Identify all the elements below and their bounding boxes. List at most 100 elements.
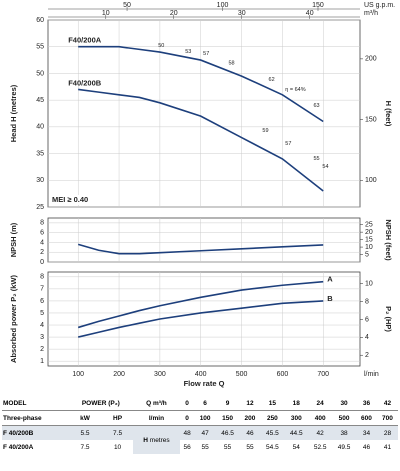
y-tick-label: 3 [40,334,44,341]
cell: 400 [308,410,333,426]
y2-axis-title: NPSH (feet) [384,219,393,261]
cell: 46 [362,443,371,451]
cell-text: Q [146,399,152,407]
y-tick-label: 30 [36,177,44,184]
cell: kW [68,410,102,426]
annotation-box [49,195,89,205]
y-tick-label: 0 [40,259,44,266]
cell: 55 [201,443,209,451]
cell: 41 [383,443,392,451]
plot-area [47,217,361,263]
efficiency-label: 50 [158,43,164,49]
y-tick-label: 4 [40,322,44,329]
y-axis-title: Absorbed power P₂ (kW) [9,275,18,363]
y-tick-label: 8 [40,274,44,281]
curve [78,88,324,192]
cell: 5.5 [68,425,102,440]
y-tick-label: 1 [40,358,44,365]
cell: MODEL [2,396,69,411]
efficiency-label: 57 [285,141,291,147]
x-tick-label: 100 [72,371,84,378]
efficiency-label: η = 64% [285,87,305,93]
cell: 200 [239,410,261,426]
efficiency-label: 55 [313,156,319,162]
table-row: F 40/200A 7.5 10 56 55 55 55 54.5 54 52.5 49.5 46 41 [2,440,398,454]
cell: 300 [284,410,309,426]
table-head: MODEL POWER (P₂) Q m³/h 0 6 9 12 15 18 24 30 36 4… [2,396,398,411]
y2-tick-label: 6 [365,316,369,323]
series-label: F40/200A [68,36,102,45]
cell: 42 [308,425,333,440]
top-tick-label: 40 [306,10,314,17]
efficiency-label: 62 [269,77,275,83]
x-tick-label: 700 [317,371,329,378]
cell-text: metres [149,436,170,444]
x-tick-label: 200 [113,371,125,378]
cell: 46 [239,425,261,440]
y-tick-label: 4 [40,239,44,246]
cell: 48 [179,425,195,440]
y2-tick-label: 15 [365,236,373,243]
y2-tick-label: 10 [365,244,373,251]
cell: 700 [376,410,398,426]
y-tick-label: 25 [36,204,44,211]
cell: Three-phase [2,410,69,426]
cell: 46.5 [215,425,240,440]
cell: 52.5 [313,443,327,451]
cell: F 40/200A [3,443,34,451]
cell: 47 [194,425,216,440]
cell: 45.5 [260,425,285,440]
y-tick-label: 40 [36,124,44,131]
y-axis-title: Head H (metres) [9,84,18,142]
annotation: MEI ≥ 0.40 [52,195,88,204]
y-tick-label: 6 [40,230,44,237]
plot-area [47,19,361,208]
y-tick-label: 5 [40,310,44,317]
efficiency-label: 57 [203,51,209,57]
top-tick-label: 50 [123,2,131,9]
cell: H metres [133,425,180,454]
efficiency-label: 53 [185,49,191,55]
efficiency-label: 54 [322,164,328,170]
curve [77,243,324,255]
y-tick-label: 2 [40,249,44,256]
cell: 30 [332,396,356,411]
cell: 24 [308,396,333,411]
efficiency-label: 59 [262,128,268,134]
series-label: F40/200B [68,78,102,87]
curve [78,45,324,123]
top-tick-label: 150 [312,2,324,9]
top-tick-label: 10 [102,10,110,17]
cell: 7.5 [101,425,134,440]
cell: 15 [260,396,285,411]
cell: 0 [179,410,195,426]
y-tick-label: 7 [40,286,44,293]
y-tick-label: 6 [40,298,44,305]
x-unit: l/min [364,371,379,378]
cell: 12 [239,396,261,411]
data-table: MODEL POWER (P₂) Q m³/h 0 6 9 12 15 18 24 30 36 4… [2,396,398,454]
curve [78,300,324,338]
x-tick-label: 600 [277,371,289,378]
y-tick-label: 55 [36,44,44,51]
y-tick-label: 50 [36,70,44,77]
top-tick-label: 30 [238,10,246,17]
y2-tick-label: 8 [365,298,369,305]
cell: 42 [376,396,398,411]
table-subhead: Three-phase kW HP l/min 0 100 150 200 250 300… [2,410,398,426]
cell: 38 [332,425,356,440]
y2-axis-title: H (feet) [384,101,393,127]
cell: 7.5 [80,443,90,451]
y2-tick-label: 4 [365,334,369,341]
y-tick-label: 8 [40,220,44,227]
top-axis-title: US g.p.m. [364,2,395,9]
cell: 0 [179,396,195,411]
y-tick-label: 2 [40,346,44,353]
cell: 9 [215,396,240,411]
curve [77,280,324,329]
cell: 150 [215,410,240,426]
y2-tick-label: 100 [365,177,377,184]
cell: 28 [376,425,398,440]
